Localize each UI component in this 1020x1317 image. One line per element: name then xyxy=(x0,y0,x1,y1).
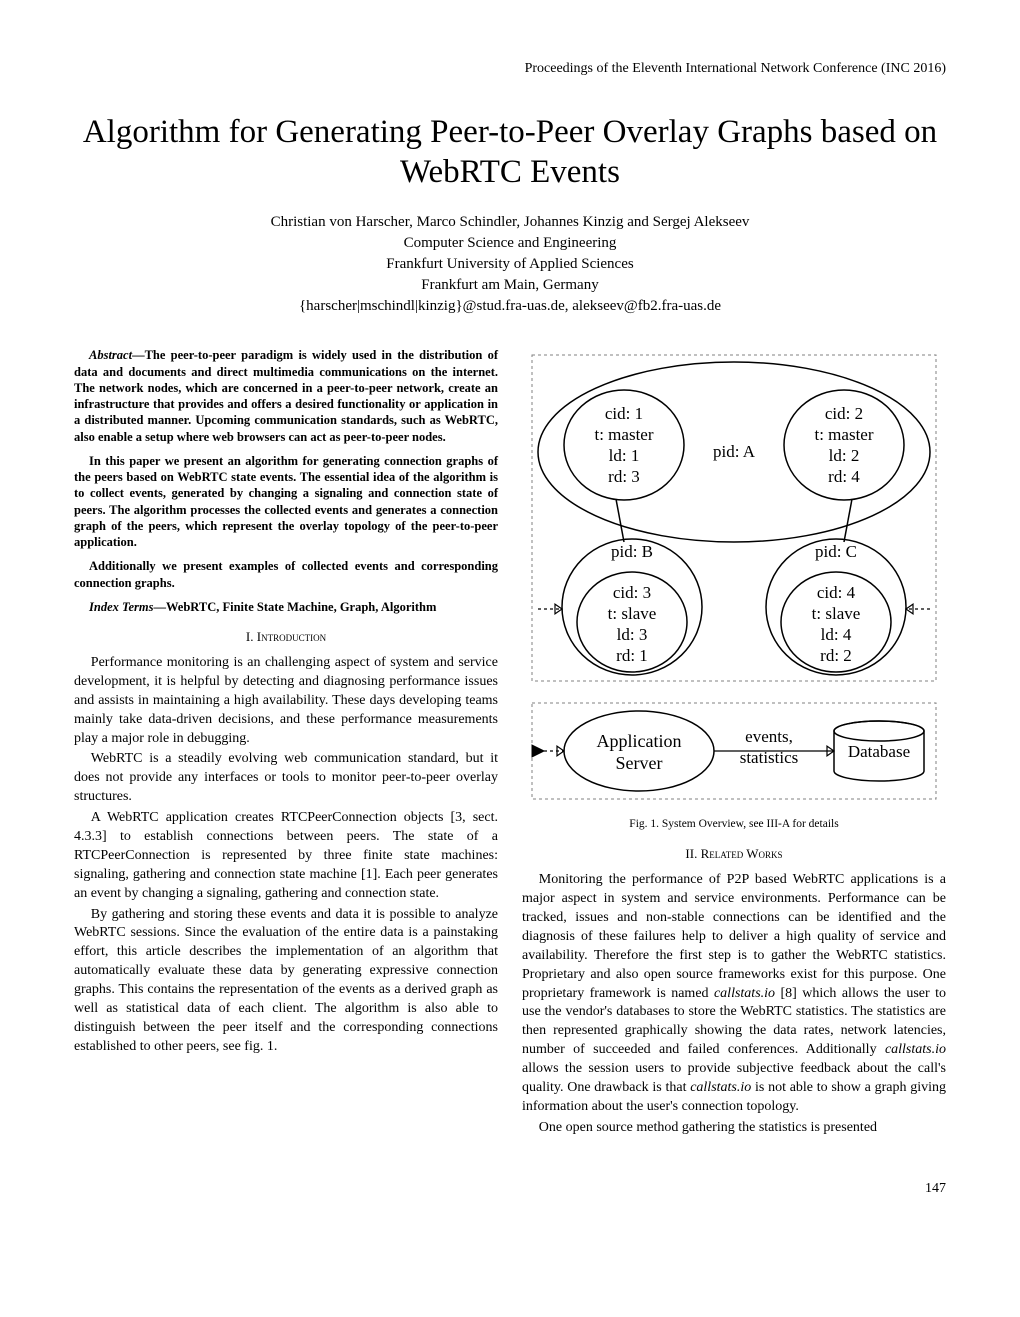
svg-text:cid: 4: cid: 4 xyxy=(817,583,856,602)
svg-text:ld: 1: ld: 1 xyxy=(609,446,640,465)
svg-text:Database: Database xyxy=(848,742,910,761)
author-names: Christian von Harscher, Marco Schindler,… xyxy=(74,212,946,233)
left-column: Abstract—The peer-to-peer paradigm is wi… xyxy=(74,347,498,1139)
affil-dept: Computer Science and Engineering xyxy=(74,233,946,254)
page-number: 147 xyxy=(74,1180,946,1198)
intro-p1: Performance monitoring is an challenging… xyxy=(74,654,498,748)
svg-text:cid: 1: cid: 1 xyxy=(605,404,643,423)
svg-text:ld: 4: ld: 4 xyxy=(821,625,852,644)
svg-text:Application: Application xyxy=(597,731,682,751)
authors-block: Christian von Harscher, Marco Schindler,… xyxy=(74,212,946,317)
content-columns: Abstract—The peer-to-peer paradigm is wi… xyxy=(74,347,946,1139)
abstract-p1-text: —The peer-to-peer paradigm is widely use… xyxy=(74,348,498,443)
related-p1: Monitoring the performance of P2P based … xyxy=(522,871,946,1117)
svg-text:pid: A: pid: A xyxy=(713,442,756,461)
svg-text:t: slave: t: slave xyxy=(812,604,861,623)
svg-text:ld: 3: ld: 3 xyxy=(617,625,648,644)
section2-num: II. xyxy=(685,846,697,861)
related-p2: One open source method gathering the sta… xyxy=(522,1119,946,1138)
svg-text:events,: events, xyxy=(745,727,793,746)
svg-text:rd: 2: rd: 2 xyxy=(820,646,852,665)
index-terms-p: Index Terms—WebRTC, Finite State Machine… xyxy=(74,599,498,615)
index-terms-label: Index Terms xyxy=(74,599,153,615)
abstract-p3: Additionally we present examples of coll… xyxy=(74,558,498,591)
abstract-label: Abstract xyxy=(74,347,132,363)
svg-text:rd: 1: rd: 1 xyxy=(616,646,648,665)
index-terms-text: —WebRTC, Finite State Machine, Graph, Al… xyxy=(153,600,436,614)
figure1-svg: pid: A cid: 1 t: master ld: 1 rd: 3 cid: 2 t: … xyxy=(524,347,944,807)
svg-text:cid: 2: cid: 2 xyxy=(825,404,863,423)
section1-heading: I. Introduction xyxy=(74,629,498,646)
section2-heading: II. Related Works xyxy=(522,846,946,863)
intro-p2: WebRTC is a steadily evolving web commun… xyxy=(74,750,498,807)
svg-text:rd: 3: rd: 3 xyxy=(608,467,640,486)
svg-text:pid: C: pid: C xyxy=(815,542,857,561)
svg-text:rd: 4: rd: 4 xyxy=(828,467,860,486)
author-emails: {harscher|mschindl|kinzig}@stud.fra-uas.… xyxy=(74,296,946,317)
intro-p4: By gathering and storing these events an… xyxy=(74,906,498,1057)
affil-city: Frankfurt am Main, Germany xyxy=(74,275,946,296)
abstract-block: Abstract—The peer-to-peer paradigm is wi… xyxy=(74,347,498,615)
abstract-p1: Abstract—The peer-to-peer paradigm is wi… xyxy=(74,347,498,445)
section1-num: I. xyxy=(246,629,254,644)
intro-p3: A WebRTC application creates RTCPeerConn… xyxy=(74,809,498,903)
abstract-p2: In this paper we present an algorithm fo… xyxy=(74,453,498,551)
svg-text:t: master: t: master xyxy=(814,425,873,444)
section2-title: Related Works xyxy=(701,846,783,861)
svg-text:t: slave: t: slave xyxy=(608,604,657,623)
svg-text:t: master: t: master xyxy=(594,425,653,444)
svg-text:ld: 2: ld: 2 xyxy=(829,446,860,465)
svg-text:cid: 3: cid: 3 xyxy=(613,583,651,602)
right-column: pid: A cid: 1 t: master ld: 1 rd: 3 cid: 2 t: … xyxy=(522,347,946,1139)
section1-title: Introduction xyxy=(257,629,326,644)
paper-title: Algorithm for Generating Peer-to-Peer Ov… xyxy=(74,113,946,192)
svg-text:Server: Server xyxy=(616,753,663,773)
svg-text:pid: B: pid: B xyxy=(611,542,653,561)
proceedings-header: Proceedings of the Eleventh Internationa… xyxy=(74,60,946,78)
figure1-caption: Fig. 1. System Overview, see III-A for d… xyxy=(522,817,946,832)
affil-univ: Frankfurt University of Applied Sciences xyxy=(74,254,946,275)
